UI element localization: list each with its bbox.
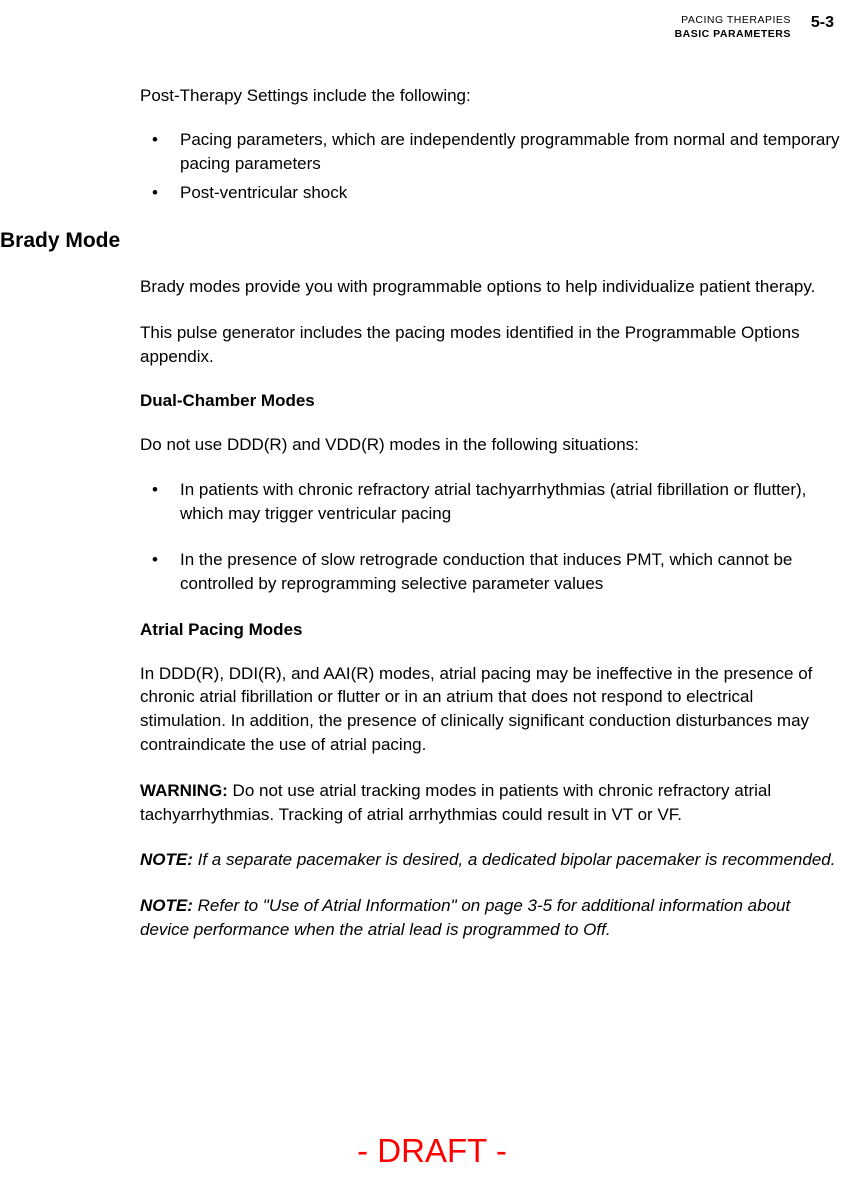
content-area: Post-Therapy Settings include the follow…	[140, 84, 840, 964]
list-item: Post-ventricular shock	[140, 181, 840, 205]
list-item: In patients with chronic refractory atri…	[140, 478, 840, 526]
list-item: In the presence of slow retrograde condu…	[140, 548, 840, 596]
note-text: If a separate pacemaker is desired, a de…	[193, 850, 836, 869]
list-item: Pacing parameters, which are independent…	[140, 128, 840, 176]
paragraph: This pulse generator includes the pacing…	[140, 321, 840, 369]
sub-heading-dual-chamber: Dual-Chamber Modes	[140, 391, 840, 411]
section-heading-brady-mode: Brady Mode	[0, 229, 840, 253]
intro-text: Post-Therapy Settings include the follow…	[140, 84, 840, 108]
sub-heading-atrial-pacing: Atrial Pacing Modes	[140, 620, 840, 640]
header-line1: PACING THERAPIES	[675, 14, 791, 28]
page-number: 5-3	[811, 14, 834, 32]
paragraph: Do not use DDD(R) and VDD(R) modes in th…	[140, 433, 840, 457]
header-line2: BASIC PARAMETERS	[675, 28, 791, 42]
situation-bullet-list: In patients with chronic refractory atri…	[140, 478, 840, 595]
note-label: NOTE:	[140, 850, 193, 869]
note-paragraph: NOTE: If a separate pacemaker is desired…	[140, 848, 840, 872]
draft-watermark: - DRAFT -	[0, 1132, 864, 1170]
paragraph: Brady modes provide you with programmabl…	[140, 275, 840, 299]
note-text: Refer to "Use of Atrial Information" on …	[140, 896, 790, 939]
note-paragraph: NOTE: Refer to "Use of Atrial Informatio…	[140, 894, 840, 942]
warning-text: Do not use atrial tracking modes in pati…	[140, 781, 771, 824]
warning-paragraph: WARNING: Do not use atrial tracking mode…	[140, 779, 840, 827]
header-text-block: PACING THERAPIES BASIC PARAMETERS	[675, 14, 791, 41]
intro-bullet-list: Pacing parameters, which are independent…	[140, 128, 840, 205]
note-label: NOTE:	[140, 896, 193, 915]
page-header: PACING THERAPIES BASIC PARAMETERS 5-3	[675, 14, 834, 41]
paragraph: In DDD(R), DDI(R), and AAI(R) modes, atr…	[140, 662, 840, 757]
warning-label: WARNING:	[140, 781, 228, 800]
